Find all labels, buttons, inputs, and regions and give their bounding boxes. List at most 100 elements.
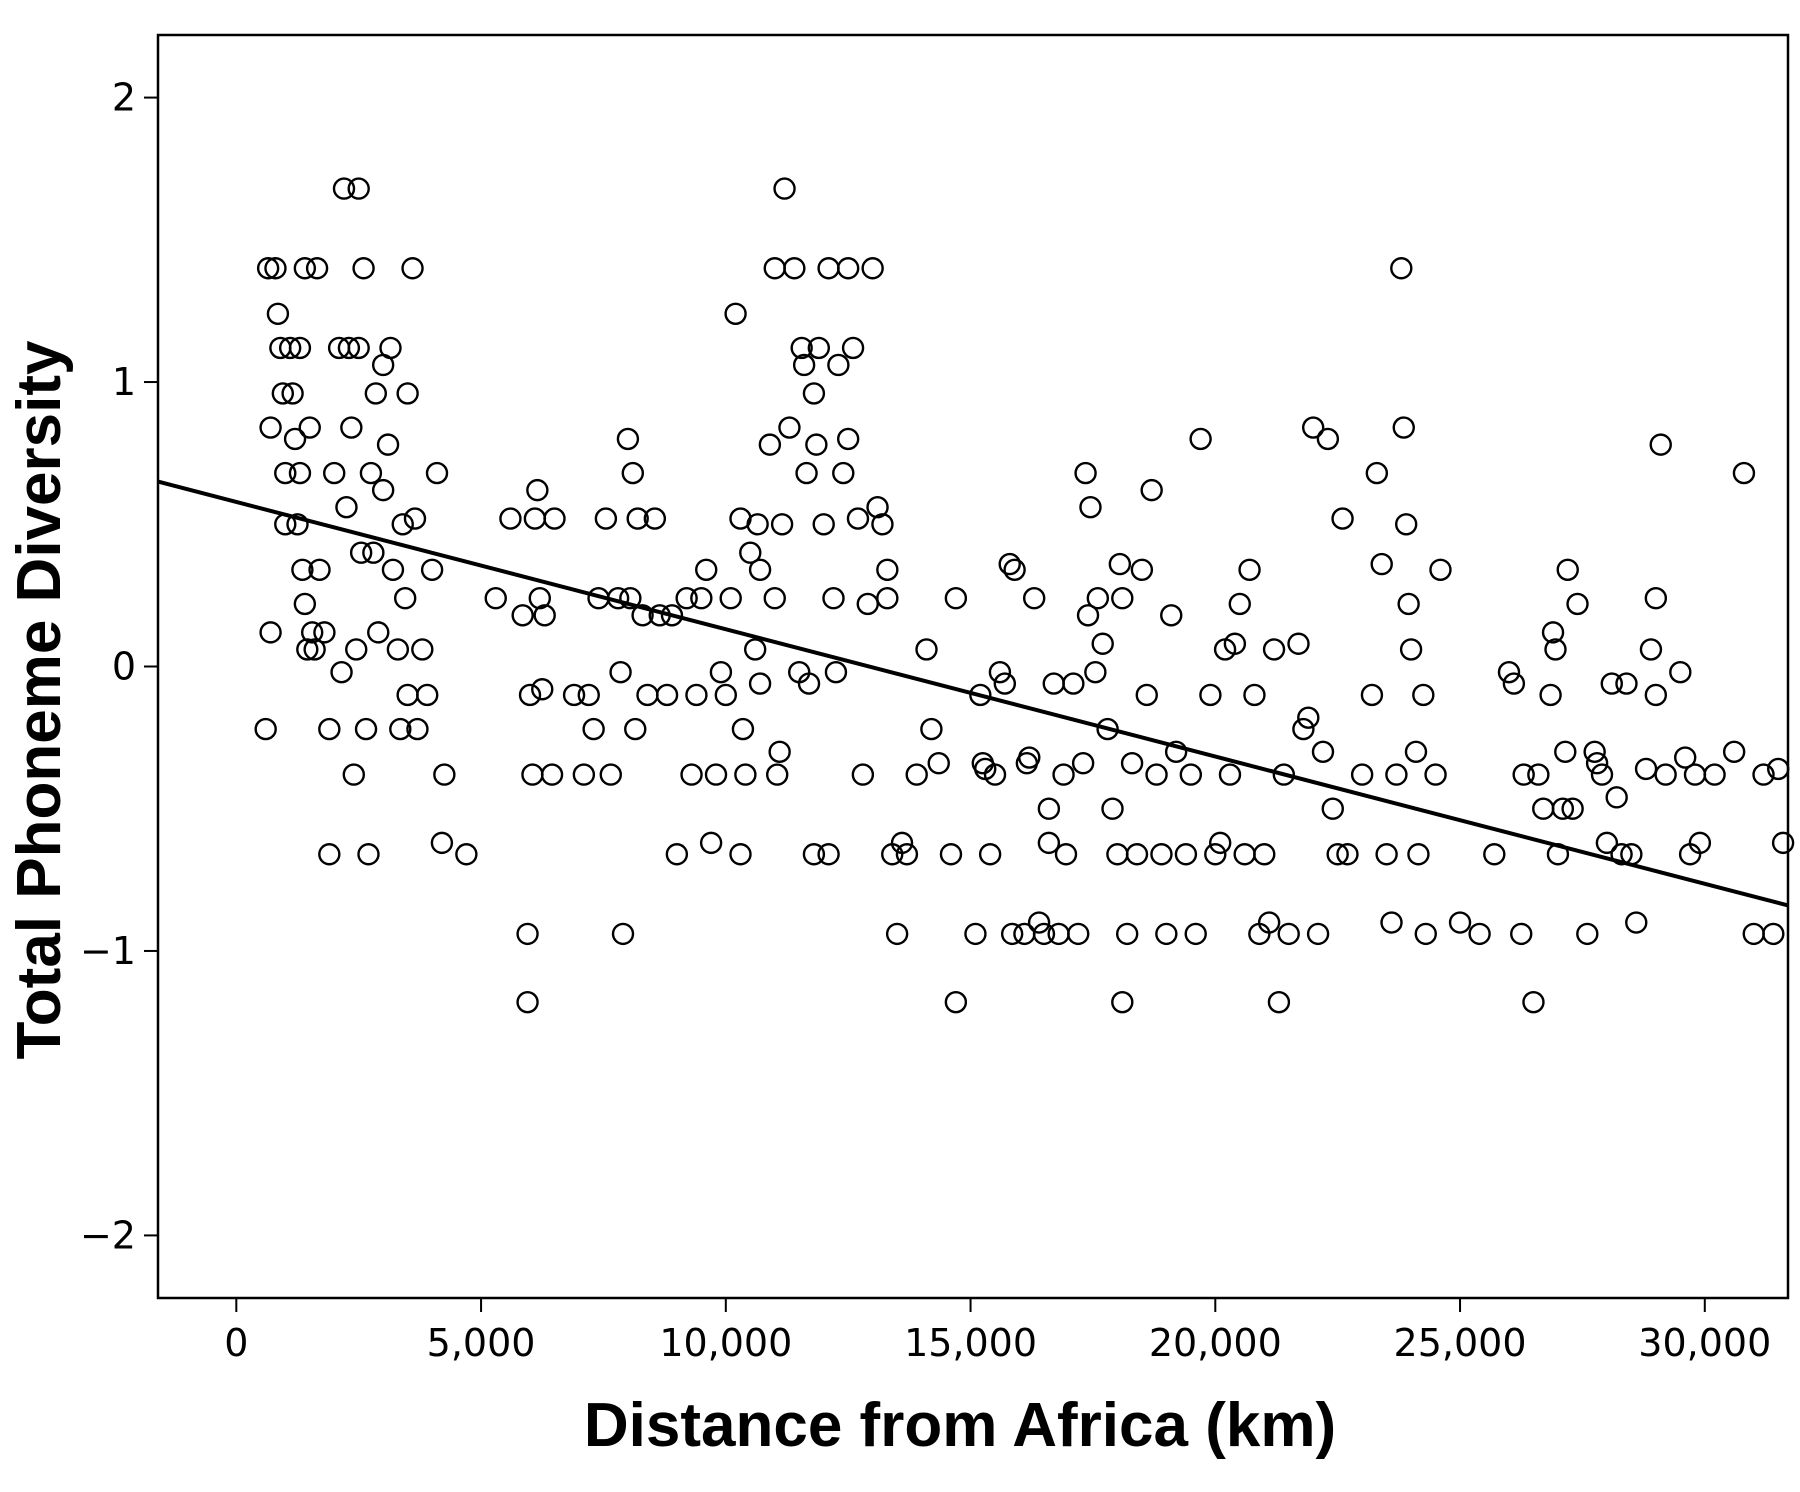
data-point	[1062, 672, 1085, 695]
data-point	[1321, 797, 1344, 820]
data-point	[1174, 843, 1198, 866]
data-point	[1018, 746, 1041, 769]
data-point	[817, 843, 840, 866]
data-point	[807, 336, 831, 360]
data-point	[1397, 592, 1420, 616]
data-point	[719, 587, 742, 610]
x-tick-label: 25,000	[1394, 1321, 1527, 1365]
data-point	[802, 382, 826, 405]
y-tick-label: 2	[112, 76, 136, 120]
data-point	[890, 831, 914, 855]
data-point	[1267, 990, 1291, 1014]
data-point	[367, 621, 390, 644]
data-point	[352, 257, 375, 280]
data-point	[920, 717, 943, 741]
data-point	[1742, 922, 1765, 946]
data-point	[1556, 558, 1579, 581]
data-point	[288, 336, 312, 360]
y-tick-label: 0	[112, 645, 136, 689]
data-points	[254, 177, 1795, 1014]
data-point	[511, 604, 534, 627]
data-point	[709, 660, 733, 684]
data-point	[748, 672, 772, 695]
data-point	[354, 717, 378, 741]
data-point	[1106, 843, 1129, 866]
data-point	[704, 763, 728, 786]
data-point	[1067, 922, 1090, 946]
data-point	[1292, 717, 1315, 741]
x-tick-label: 20,000	[1149, 1321, 1282, 1365]
data-point	[406, 717, 429, 741]
data-point	[1532, 797, 1555, 820]
data-point	[518, 683, 542, 707]
data-point	[271, 382, 295, 405]
data-point	[411, 638, 434, 661]
data-point	[1218, 763, 1242, 786]
data-point	[1253, 843, 1276, 866]
data-point	[724, 302, 747, 325]
data-point	[357, 843, 380, 866]
data-point	[1130, 558, 1154, 581]
data-point	[1429, 558, 1452, 581]
data-point	[349, 541, 373, 564]
data-point	[1390, 257, 1413, 280]
x-tick-label: 15,000	[904, 1321, 1037, 1365]
data-point	[335, 496, 358, 519]
data-point	[1120, 752, 1144, 775]
data-point	[1238, 558, 1261, 581]
data-point	[308, 558, 331, 581]
data-point	[330, 660, 353, 684]
data-point	[1414, 922, 1437, 946]
data-point	[345, 638, 368, 661]
data-point	[1301, 416, 1325, 439]
data-point	[298, 416, 321, 439]
data-point	[1399, 638, 1423, 661]
data-point	[1674, 746, 1697, 769]
data-point	[391, 513, 414, 536]
data-point	[1184, 922, 1207, 946]
data-point	[403, 507, 427, 530]
data-point	[1243, 683, 1266, 707]
data-point	[978, 843, 1002, 866]
data-point	[626, 507, 649, 530]
data-point	[562, 683, 586, 707]
data-point	[1111, 587, 1134, 610]
data-point	[1595, 831, 1619, 855]
data-point	[1326, 843, 1349, 866]
data-point	[1688, 831, 1712, 855]
data-point	[983, 763, 1007, 786]
data-point	[739, 541, 762, 564]
data-point	[528, 587, 552, 610]
data-point	[523, 507, 547, 530]
y-axis-title: Total Phoneme Diversity	[5, 340, 74, 1059]
data-point	[1554, 740, 1577, 764]
data-point	[944, 990, 968, 1014]
data-point	[1448, 911, 1472, 934]
data-point	[516, 990, 539, 1014]
data-point	[1311, 740, 1335, 764]
data-point	[1052, 763, 1075, 786]
data-point	[1703, 763, 1726, 786]
data-point	[362, 541, 385, 564]
data-point	[425, 461, 449, 485]
data-point	[748, 558, 772, 581]
data-point	[1155, 922, 1178, 946]
data-point	[1497, 660, 1521, 684]
x-tick-label: 10,000	[659, 1321, 792, 1365]
data-point	[293, 592, 317, 616]
data-point	[1644, 683, 1668, 707]
data-point	[743, 638, 767, 661]
y-tick-label: 1	[112, 360, 136, 404]
data-point	[254, 717, 277, 741]
data-point	[1654, 763, 1677, 786]
data-point	[836, 257, 860, 280]
data-point	[364, 382, 388, 405]
data-point	[1585, 752, 1609, 775]
data-point	[1316, 427, 1340, 451]
data-point	[1179, 763, 1203, 786]
data-point	[905, 763, 928, 786]
data-point	[288, 461, 312, 485]
data-point	[347, 177, 370, 200]
data-point	[812, 513, 835, 536]
data-point	[1074, 461, 1097, 485]
